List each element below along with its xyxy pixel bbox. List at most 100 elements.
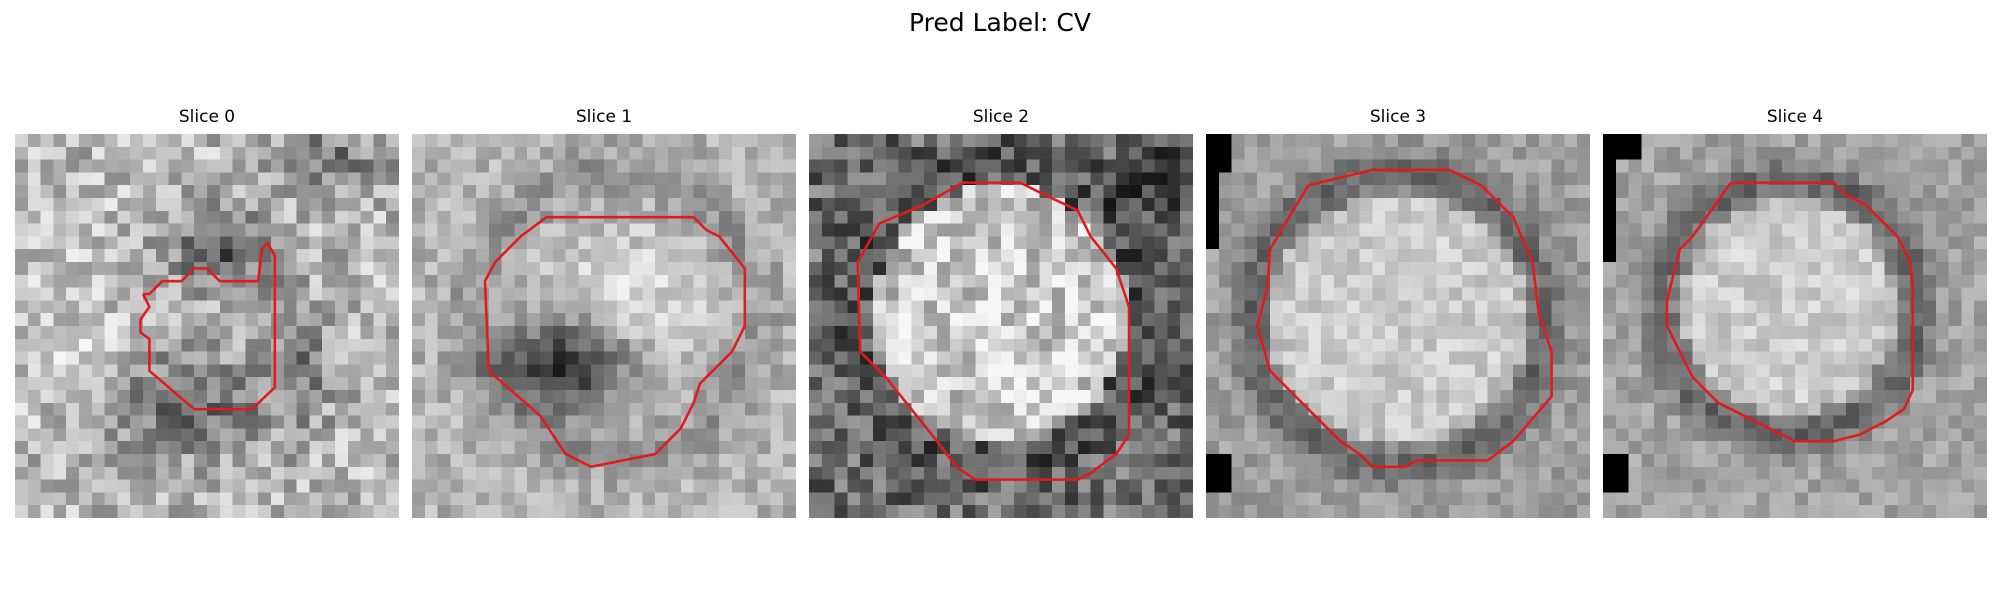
image-pixel xyxy=(719,492,733,506)
image-pixel xyxy=(1782,262,1796,276)
image-pixel xyxy=(1270,198,1284,212)
image-pixel xyxy=(309,210,323,224)
image-pixel xyxy=(1077,262,1091,276)
image-pixel xyxy=(1526,492,1540,506)
image-pixel xyxy=(1077,134,1091,148)
image-pixel xyxy=(1667,415,1681,429)
image-pixel xyxy=(1116,505,1130,518)
image-pixel xyxy=(322,262,336,276)
image-pixel xyxy=(1013,364,1027,378)
image-pixel xyxy=(1180,287,1193,301)
image-pixel xyxy=(680,415,694,429)
image-pixel xyxy=(706,492,720,506)
image-pixel xyxy=(424,146,438,160)
image-pixel xyxy=(1538,300,1552,314)
image-pixel xyxy=(412,492,426,506)
image-pixel xyxy=(66,338,80,352)
image-pixel xyxy=(540,172,554,186)
image-pixel xyxy=(757,479,771,493)
image-pixel xyxy=(1782,198,1796,212)
image-pixel xyxy=(1398,210,1412,224)
image-pixel xyxy=(1551,236,1565,250)
image-pixel xyxy=(540,492,554,506)
image-pixel xyxy=(578,377,592,391)
image-pixel xyxy=(258,210,272,224)
image-pixel xyxy=(1065,249,1079,263)
image-pixel xyxy=(552,492,566,506)
image-pixel xyxy=(1026,505,1040,518)
image-pixel xyxy=(1026,415,1040,429)
image-pixel xyxy=(347,236,361,250)
image-pixel xyxy=(1923,454,1937,468)
image-pixel xyxy=(1154,351,1168,365)
image-pixel xyxy=(1103,402,1117,416)
image-pixel xyxy=(1513,505,1527,518)
image-pixel xyxy=(1372,262,1386,276)
image-pixel xyxy=(91,338,105,352)
image-pixel xyxy=(565,479,579,493)
image-pixel xyxy=(1270,415,1284,429)
image-pixel xyxy=(309,338,323,352)
image-pixel xyxy=(347,159,361,173)
image-pixel xyxy=(27,428,41,442)
image-pixel xyxy=(1705,351,1719,365)
image-pixel xyxy=(680,466,694,480)
image-pixel xyxy=(1859,274,1873,288)
image-pixel xyxy=(988,262,1002,276)
image-pixel xyxy=(66,402,80,416)
image-pixel xyxy=(1282,146,1296,160)
image-pixel xyxy=(911,338,925,352)
image-pixel xyxy=(1615,172,1629,186)
image-pixel xyxy=(1359,428,1373,442)
image-pixel xyxy=(1141,223,1155,237)
image-pixel xyxy=(744,198,758,212)
image-pixel xyxy=(66,198,80,212)
image-pixel xyxy=(540,159,554,173)
image-pixel xyxy=(821,262,835,276)
image-pixel xyxy=(1654,262,1668,276)
image-pixel xyxy=(552,377,566,391)
image-pixel xyxy=(1820,274,1834,288)
image-pixel xyxy=(15,492,29,506)
image-pixel xyxy=(1206,300,1220,314)
image-pixel xyxy=(1897,146,1911,160)
image-pixel xyxy=(642,326,656,340)
image-pixel xyxy=(1346,300,1360,314)
image-pixel xyxy=(296,454,310,468)
slice-title: Slice 2 xyxy=(972,107,1030,127)
image-pixel xyxy=(424,172,438,186)
image-pixel xyxy=(1923,236,1937,250)
image-pixel xyxy=(40,505,54,518)
image-pixel xyxy=(770,326,784,340)
image-pixel xyxy=(1385,236,1399,250)
image-pixel xyxy=(309,172,323,186)
image-pixel xyxy=(1679,415,1693,429)
image-pixel xyxy=(1487,274,1501,288)
image-pixel xyxy=(258,505,272,518)
image-pixel xyxy=(1974,454,1987,468)
image-pixel xyxy=(1807,313,1821,327)
image-pixel xyxy=(860,185,874,199)
image-pixel xyxy=(860,479,874,493)
image-pixel xyxy=(1500,185,1514,199)
image-pixel xyxy=(565,505,579,518)
image-pixel xyxy=(1423,300,1437,314)
image-pixel xyxy=(309,377,323,391)
image-pixel xyxy=(1462,415,1476,429)
image-pixel xyxy=(1410,185,1424,199)
image-pixel xyxy=(1756,134,1770,148)
image-pixel xyxy=(604,377,618,391)
image-pixel xyxy=(335,364,349,378)
image-pixel xyxy=(1449,492,1463,506)
image-pixel xyxy=(1257,185,1271,199)
image-pixel xyxy=(232,428,246,442)
image-pixel xyxy=(1052,479,1066,493)
image-pixel xyxy=(1961,300,1975,314)
image-pixel xyxy=(873,479,887,493)
image-pixel xyxy=(834,262,848,276)
image-pixel xyxy=(578,172,592,186)
image-pixel xyxy=(1436,428,1450,442)
image-pixel xyxy=(1372,185,1386,199)
image-pixel xyxy=(1500,466,1514,480)
image-pixel xyxy=(834,466,848,480)
